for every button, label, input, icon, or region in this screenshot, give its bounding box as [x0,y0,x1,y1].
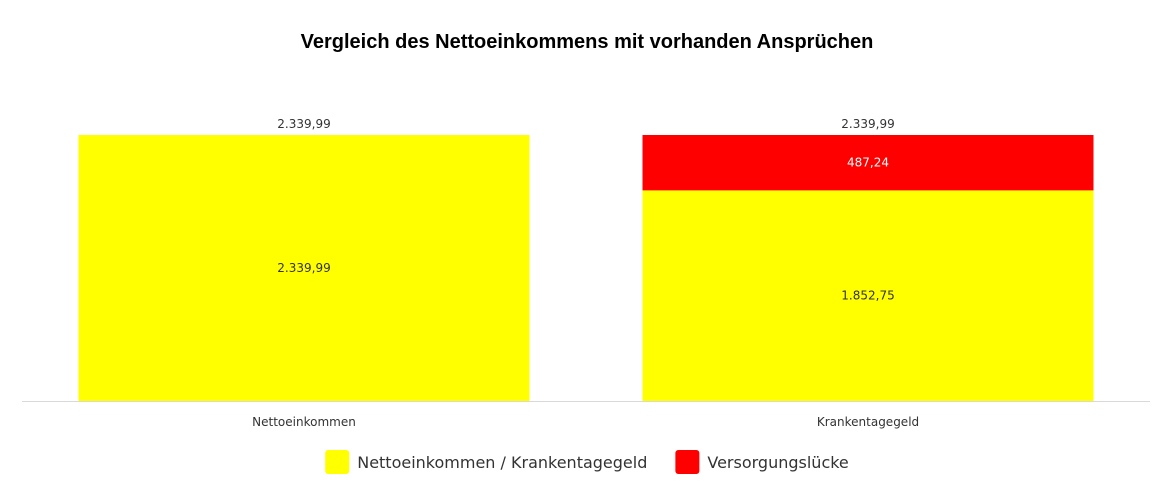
bar-data-label: 487,24 [847,156,889,170]
legend-entry-label[interactable]: Nettoeinkommen / Krankentagegeld [357,453,647,472]
bar-data-label: 2.339,99 [277,261,330,275]
legend-swatch[interactable] [325,450,350,474]
chart-title: Vergleich des Nettoeinkommens mit vorhan… [301,31,874,53]
bar-total-label: 2.339,99 [277,117,330,131]
bar-data-label: 1.852,75 [841,289,894,303]
legend-swatch[interactable] [675,450,700,474]
bar-total-label: 2.339,99 [841,117,894,131]
bar-segment[interactable] [78,135,530,401]
bar-segment[interactable] [642,135,1094,191]
x-axis-tick-label: Nettoeinkommen [252,415,356,429]
x-axis-tick-label: Krankentagegeld [817,415,919,429]
bar-segment[interactable] [642,190,1094,401]
legend: Nettoeinkommen / Krankentagegeld Versorgu… [325,450,849,474]
plot-area: 2.339,99 2.339,99 Nettoeinkommen 1.852,75 48… [22,117,1150,429]
legend-entry-label[interactable]: Versorgungslücke [707,453,848,472]
